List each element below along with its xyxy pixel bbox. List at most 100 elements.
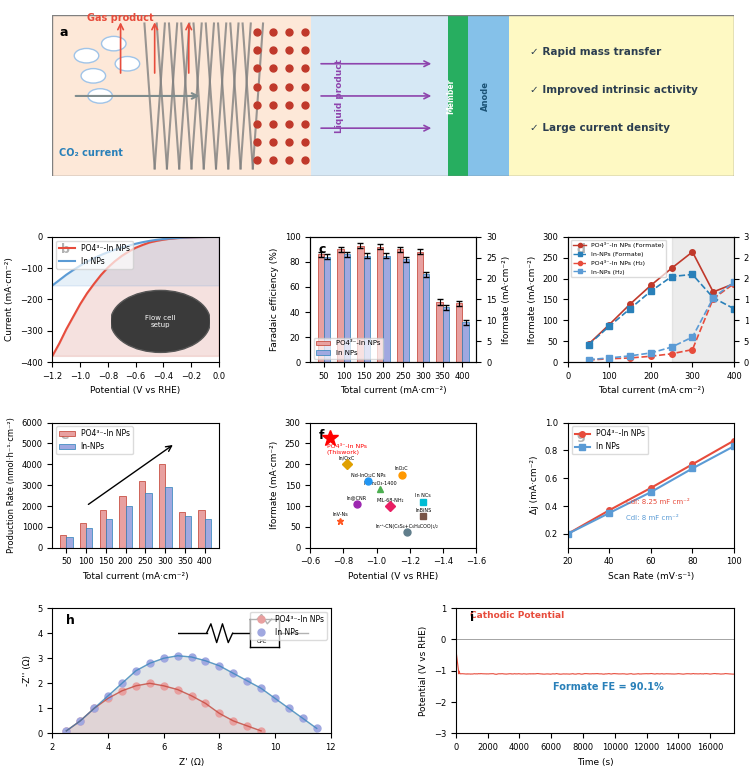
In-NPs (H₂) <box>709 293 718 303</box>
PO4³⁻-In NPs <box>201 699 210 708</box>
Line: In NPs: In NPs <box>63 652 320 734</box>
In NPs <box>563 530 572 539</box>
In NPs <box>285 704 294 713</box>
In NPs <box>688 464 697 473</box>
PO4³⁻-In NPs <box>97 270 106 279</box>
In-NPs (H₂) <box>688 333 697 342</box>
In-NPs (H₂) <box>625 351 634 361</box>
PO4³⁻-In NPs (H₂) <box>584 355 593 364</box>
PO4³⁻-In NPs <box>124 247 133 256</box>
In NPs <box>207 232 216 242</box>
FancyBboxPatch shape <box>468 15 509 177</box>
Bar <box>462 322 469 362</box>
PO4³⁻-In NPs <box>688 459 697 469</box>
Bar <box>106 519 112 548</box>
In-NPs (Formate) <box>688 269 697 279</box>
X-axis label: Time (s): Time (s) <box>577 757 613 767</box>
Bar <box>204 519 211 548</box>
Text: f: f <box>318 428 324 442</box>
PO4³⁻-In NPs (Formate) <box>605 320 614 329</box>
Text: In@CNR: In@CNR <box>347 496 367 500</box>
Bar <box>423 274 429 362</box>
PO4³⁻-In NPs <box>214 232 223 242</box>
Line: PO4³⁻-In NPs (H₂): PO4³⁻-In NPs (H₂) <box>586 281 737 363</box>
Line: PO4³⁻-In NPs: PO4³⁻-In NPs <box>63 680 264 734</box>
Polygon shape <box>67 683 261 733</box>
In NPs <box>200 232 209 242</box>
PO4³⁻-In NPs <box>103 694 112 703</box>
In NPs <box>646 487 655 496</box>
In NPs <box>118 679 127 688</box>
Bar <box>139 481 145 548</box>
In NPs <box>110 245 119 254</box>
Bar <box>179 513 185 548</box>
In NPs <box>76 716 85 726</box>
X-axis label: Total current (mA·cm⁻²): Total current (mA·cm⁻²) <box>598 387 704 395</box>
PO4³⁻-In NPs <box>646 483 655 493</box>
Text: Member: Member <box>446 78 455 113</box>
In NPs <box>117 243 126 252</box>
Text: Formate FE = 90.1%: Formate FE = 90.1% <box>554 682 664 692</box>
Line: PO4³⁻-In NPs (Formate): PO4³⁻-In NPs (Formate) <box>586 249 737 347</box>
In NPs <box>270 694 279 703</box>
In NPs <box>201 656 210 665</box>
Text: Anode: Anode <box>481 81 490 111</box>
Text: In NCs: In NCs <box>415 493 431 499</box>
Y-axis label: -Z'' (Ω): -Z'' (Ω) <box>22 655 31 686</box>
X-axis label: Z' (Ω): Z' (Ω) <box>179 757 204 767</box>
Text: InBiNS: InBiNS <box>415 508 431 513</box>
PO4³⁻-In NPs <box>118 686 127 696</box>
FancyBboxPatch shape <box>509 15 734 177</box>
PO4³⁻-In NPs <box>180 233 189 242</box>
X-axis label: Potential (V vs RHE): Potential (V vs RHE) <box>91 387 181 395</box>
In NPs <box>298 714 307 723</box>
Text: PO4³⁻-In NPs
(Thiswork): PO4³⁻-In NPs (Thiswork) <box>327 444 367 455</box>
Line: In-NPs (Formate): In-NPs (Formate) <box>586 272 737 347</box>
In-NPs (H₂) <box>605 354 614 363</box>
Legend: PO4³⁻-In NPs, In NPs: PO4³⁻-In NPs, In NPs <box>56 241 133 269</box>
Bar <box>363 256 370 362</box>
Line: In-NPs (H₂): In-NPs (H₂) <box>586 279 737 362</box>
Text: e: e <box>61 428 69 442</box>
In NPs <box>193 232 202 242</box>
In-NPs (Formate) <box>584 340 593 349</box>
PO4³⁻-In NPs (H₂) <box>646 351 655 361</box>
PO4³⁻-In NPs <box>193 232 202 242</box>
In NPs <box>215 661 224 670</box>
X-axis label: Total current (mA·cm⁻²): Total current (mA·cm⁻²) <box>340 387 446 395</box>
Bar <box>119 496 126 548</box>
PO4³⁻-In NPs (H₂) <box>688 345 697 354</box>
In NPs <box>131 666 140 676</box>
Circle shape <box>115 56 139 71</box>
Y-axis label: Current (mA·cm⁻²): Current (mA·cm⁻²) <box>5 258 14 341</box>
PO4³⁻-In NPs <box>173 685 182 694</box>
PO4³⁻-In NPs <box>145 679 154 688</box>
PO4³⁻-In NPs (Formate) <box>730 279 739 288</box>
Text: a: a <box>59 25 67 39</box>
Text: b: b <box>61 243 70 256</box>
Line: PO4³⁻-In NPs: PO4³⁻-In NPs <box>565 438 737 537</box>
Text: g: g <box>576 428 585 442</box>
Bar <box>185 516 191 548</box>
In-NPs (H₂) <box>730 277 739 286</box>
In NPs <box>138 238 147 247</box>
In NPs <box>61 270 70 279</box>
PO4³⁻-In NPs <box>160 681 169 690</box>
Bar <box>166 487 172 548</box>
Text: ✓ Large current density: ✓ Large current density <box>530 124 670 133</box>
In NPs <box>97 250 106 259</box>
Y-axis label: Iformate (mA·cm⁻²): Iformate (mA·cm⁻²) <box>527 256 536 344</box>
PO4³⁻-In NPs (H₂) <box>709 294 718 303</box>
PO4³⁻-In NPs <box>61 324 70 334</box>
In-NPs (H₂) <box>584 355 593 364</box>
Y-axis label: Δj (mA·cm⁻²): Δj (mA·cm⁻²) <box>530 456 539 514</box>
PO4³⁻-In NPs <box>76 300 85 309</box>
PO4³⁻-In NPs (Formate) <box>688 247 697 256</box>
FancyBboxPatch shape <box>52 15 312 177</box>
Y-axis label: Faradaic efficiency (%): Faradaic efficiency (%) <box>270 248 279 351</box>
Text: Liquid product: Liquid product <box>336 59 345 133</box>
Text: InO₂C: InO₂C <box>395 466 408 472</box>
PO4³⁻-In NPs (H₂) <box>730 279 739 288</box>
PO4³⁻-In NPs (Formate) <box>709 287 718 296</box>
In NPs <box>103 691 112 700</box>
